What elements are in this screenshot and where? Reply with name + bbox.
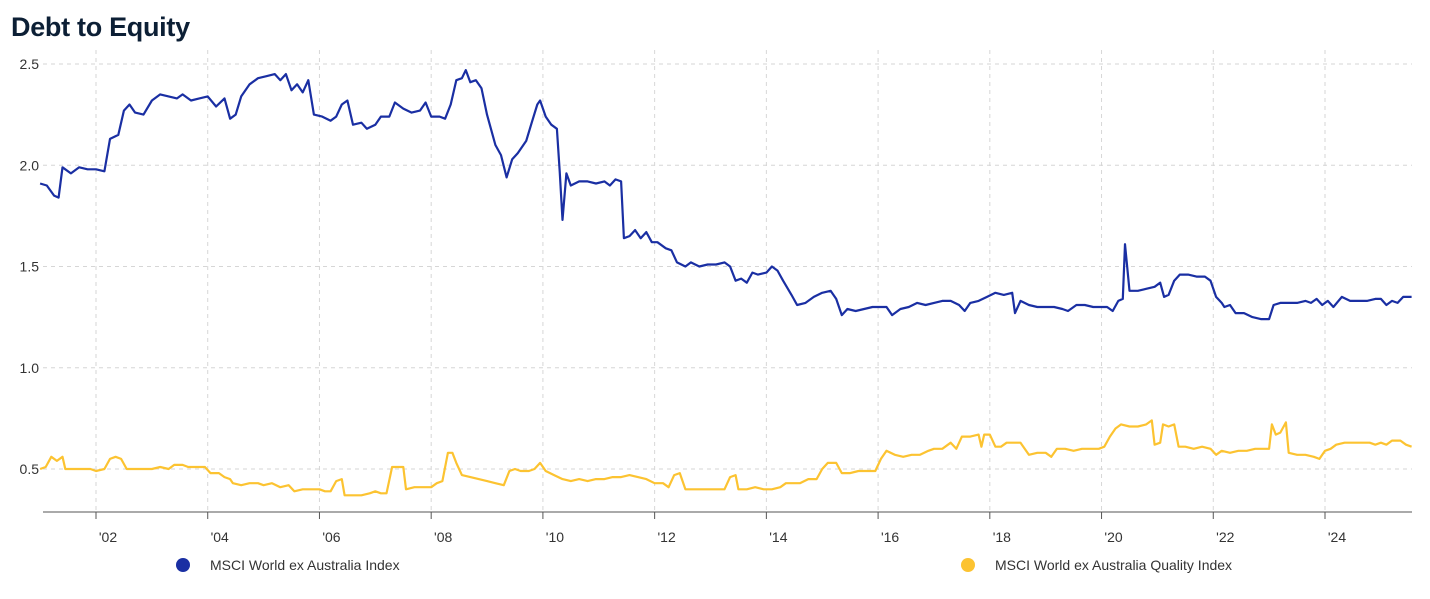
series-line-msci-quality xyxy=(39,419,1412,497)
legend-swatch-msci-world xyxy=(176,558,190,572)
legend-item-msci-world[interactable]: MSCI World ex Australia Index xyxy=(176,557,400,573)
x-tick-label: '08 xyxy=(434,529,452,545)
y-tick-label: 2.5 xyxy=(20,56,40,72)
legend-label-msci-world: MSCI World ex Australia Index xyxy=(210,557,400,573)
x-tick-label: '10 xyxy=(546,529,564,545)
grid xyxy=(43,50,1412,512)
x-tick-label: '02 xyxy=(99,529,117,545)
series-line-msci-world xyxy=(39,69,1412,321)
x-tick-label: '22 xyxy=(1216,529,1234,545)
x-tick-label: '06 xyxy=(322,529,340,545)
y-tick-label: 1.5 xyxy=(20,259,40,275)
x-tick-label: '20 xyxy=(1104,529,1122,545)
x-tick-label: '14 xyxy=(769,529,787,545)
x-tick-label: '12 xyxy=(658,529,676,545)
legend-label-msci-quality: MSCI World ex Australia Quality Index xyxy=(995,557,1233,573)
x-tick-label: '04 xyxy=(211,529,229,545)
y-tick-label: 2.0 xyxy=(20,157,40,173)
y-tick-label: 1.0 xyxy=(20,360,40,376)
legend-item-msci-quality[interactable]: MSCI World ex Australia Quality Index xyxy=(961,557,1232,573)
chart-title: Debt to Equity xyxy=(11,12,190,42)
legend-swatch-msci-quality xyxy=(961,558,975,572)
x-tick-label: '24 xyxy=(1328,529,1346,545)
axes: 0.5 1.0 1.5 2.0 2.5 '02 '04 '06 '08 '10 '12 '14 '16 '… xyxy=(20,56,1412,545)
x-tick-label: '18 xyxy=(993,529,1011,545)
series-lines xyxy=(39,69,1412,497)
y-tick-label: 0.5 xyxy=(20,461,40,477)
x-tick-label: '16 xyxy=(881,529,899,545)
